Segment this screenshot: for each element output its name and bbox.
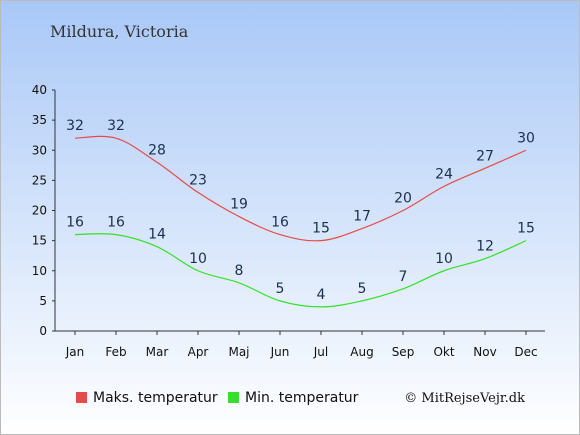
max-value-label: 32	[66, 118, 84, 134]
min-value-label: 15	[517, 221, 535, 237]
x-tick-label: Mar	[146, 345, 169, 359]
min-value-label: 5	[276, 281, 285, 297]
x-tick-label: Dec	[514, 345, 537, 359]
x-tick-label: Aug	[350, 345, 373, 359]
min-temperature-line	[74, 233, 527, 308]
y-tick-label: 35	[32, 113, 47, 127]
max-value-label: 24	[435, 166, 453, 182]
y-tick-label: 15	[32, 234, 47, 248]
y-tick-label: 10	[32, 264, 47, 278]
min-value-label: 7	[399, 269, 408, 285]
legend-swatch-min	[228, 392, 239, 403]
min-value-label: 10	[435, 251, 453, 267]
x-tick-label: Okt	[433, 345, 454, 359]
min-value-label: 5	[358, 281, 367, 297]
max-value-label: 30	[517, 130, 535, 146]
y-tick-label: 25	[32, 173, 47, 187]
legend: Maks. temperatur Min. temperatur	[76, 390, 359, 406]
max-value-label: 23	[189, 172, 207, 188]
x-tick-label: Jun	[270, 345, 290, 359]
location-title: Mildura, Victoria	[50, 22, 189, 41]
x-tick-label: Sep	[392, 345, 415, 359]
data-labels: 32 32 28 23 19 16 15 17 20 24 27 30 16 16 14 10 8 5 4 5 7 10 1…	[66, 118, 535, 303]
max-value-label: 28	[148, 142, 166, 158]
y-ticks: 0 5 10 15 20 25 30 35 40	[32, 83, 55, 338]
max-value-label: 20	[394, 191, 412, 207]
legend-label-max: Maks. temperatur	[93, 390, 218, 406]
min-value-label: 10	[189, 251, 207, 267]
min-value-label: 14	[148, 227, 166, 243]
legend-swatch-max	[76, 392, 87, 403]
y-tick-label: 30	[32, 143, 47, 157]
x-tick-label: Nov	[473, 345, 496, 359]
min-value-label: 12	[476, 239, 494, 255]
min-value-label: 16	[107, 215, 125, 231]
max-value-label: 16	[271, 215, 289, 231]
y-tick-label: 20	[32, 204, 47, 218]
max-value-label: 27	[476, 148, 494, 164]
series-lines	[74, 135, 527, 308]
min-value-label: 16	[66, 215, 84, 231]
max-temperature-line	[74, 135, 527, 242]
legend-label-min: Min. temperatur	[245, 390, 359, 406]
max-value-label: 32	[107, 118, 125, 134]
y-tick-label: 0	[39, 324, 47, 338]
x-tick-label: Maj	[228, 345, 249, 359]
x-tick-label: Jan	[65, 345, 85, 359]
max-value-label: 19	[230, 197, 248, 213]
x-ticks: Jan Feb Mar Apr Maj Jun Jul Aug Sep Okt Nov Dec	[65, 331, 538, 359]
x-tick-label: Jul	[313, 345, 328, 359]
y-tick-label: 5	[39, 294, 47, 308]
max-value-label: 15	[312, 221, 330, 237]
copyright-text: © MitRejseVejr.dk	[404, 391, 525, 406]
x-tick-label: Apr	[188, 345, 209, 359]
x-tick-label: Feb	[105, 345, 126, 359]
min-value-label: 4	[317, 287, 326, 303]
y-tick-label: 40	[32, 83, 47, 97]
min-value-label: 8	[235, 263, 244, 279]
max-value-label: 17	[353, 209, 371, 225]
